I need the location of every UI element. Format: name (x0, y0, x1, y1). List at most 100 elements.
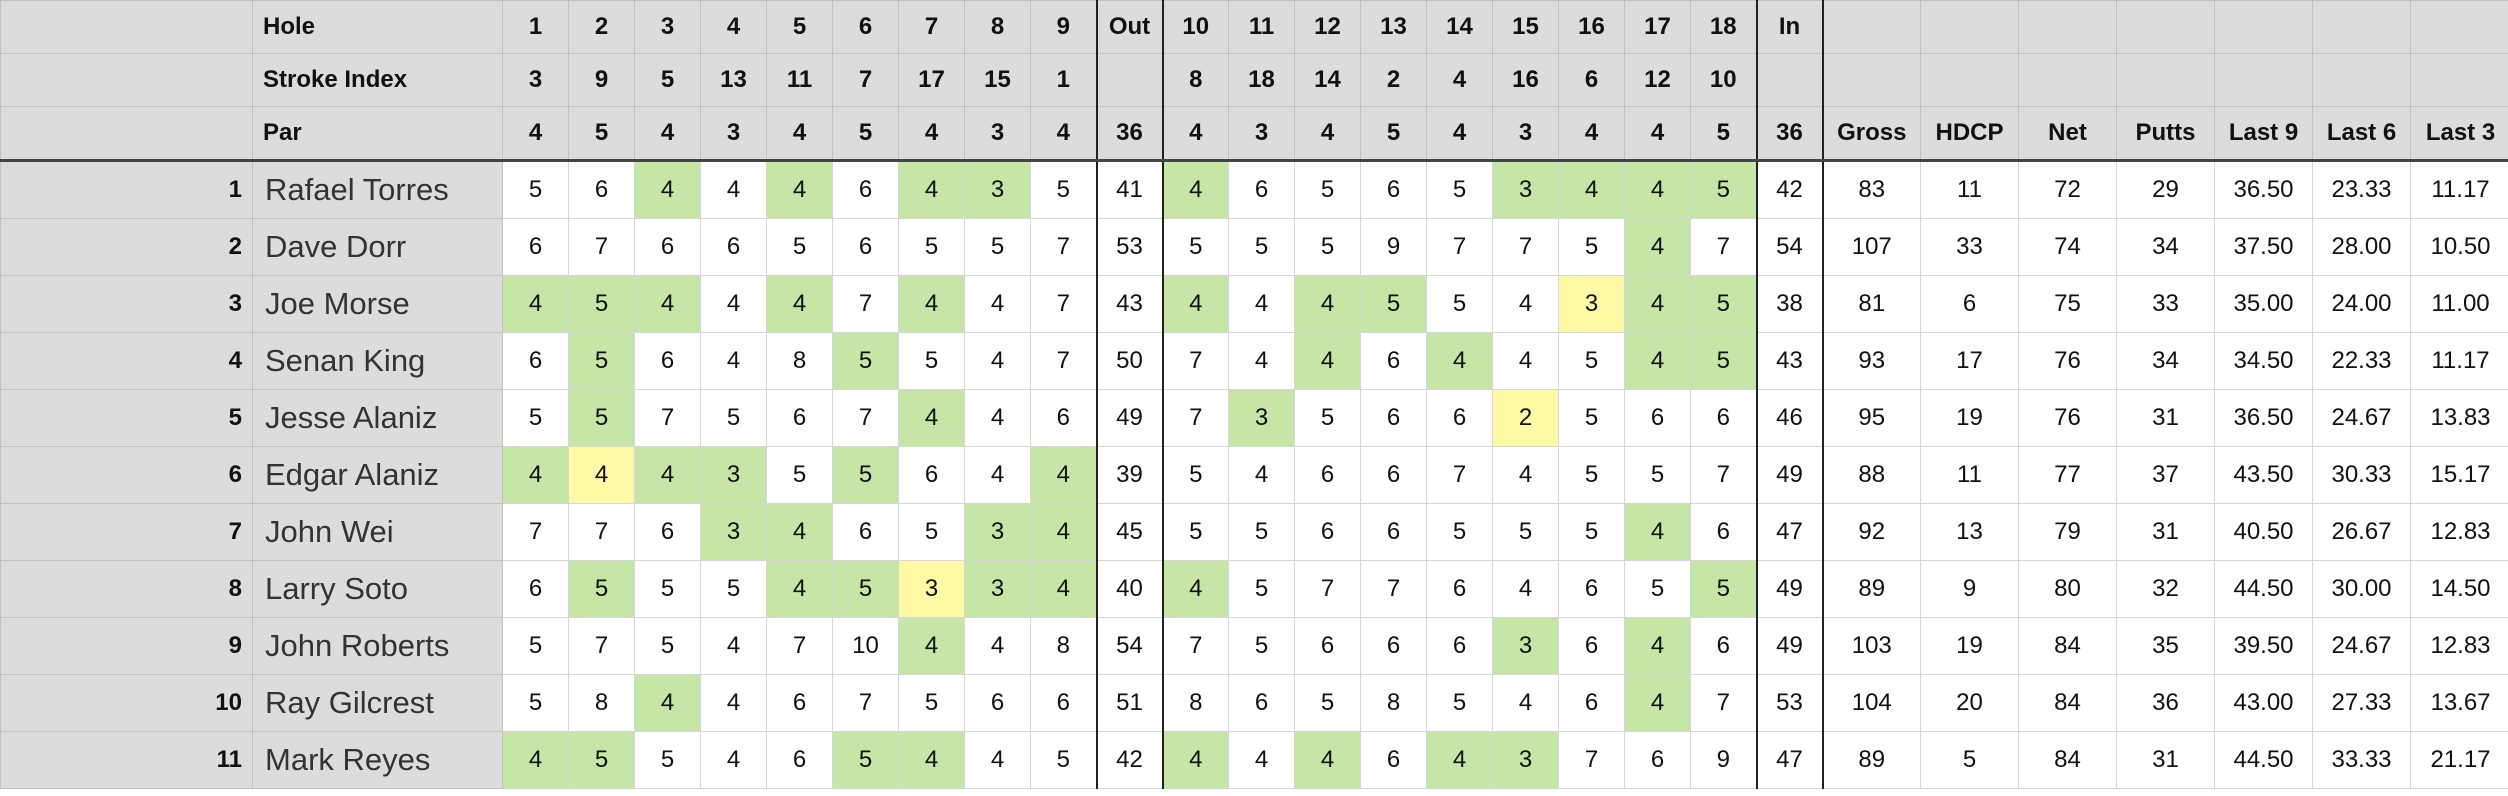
corner-cell (0, 53, 253, 107)
stat-value: 34 (2116, 332, 2215, 390)
hole-score: 5 (1228, 503, 1295, 561)
hole-score: 7 (1030, 332, 1097, 390)
table-row[interactable]: 9 John Roberts 5 7 5 4 7 10 4 4 8 54 7 5 6 6 6 3 6 4 6 49 103 1… (0, 617, 2508, 675)
hole-score: 6 (1030, 674, 1097, 732)
stroke-index-row-cell: 3 (502, 53, 569, 107)
table-row[interactable]: 1 Rafael Torres 5 6 4 4 4 6 4 3 5 41 4 6 5 6 5 3 4 4 5 42 83 11… (0, 160, 2508, 219)
stat-value: 13.67 (2410, 674, 2508, 732)
hole-score: 5 (1294, 674, 1361, 732)
hole-score: 3 (700, 446, 767, 504)
hole-score: 7 (502, 503, 569, 561)
hole-score: 5 (1228, 560, 1295, 618)
hole-score: 6 (964, 674, 1031, 732)
stat-value: 37 (2116, 446, 2215, 504)
stat-header: HDCP (1920, 106, 2019, 162)
stroke-index-row-cell: 7 (832, 53, 899, 107)
stat-header-blank (2312, 0, 2411, 54)
hole-score: 4 (964, 332, 1031, 390)
out-total: 42 (1095, 731, 1164, 789)
stroke-index-row-cell: 14 (1294, 53, 1361, 107)
par-row-cell: 4 (1426, 106, 1493, 162)
stat-value: 12.83 (2410, 503, 2508, 561)
stat-value: 43.00 (2214, 674, 2313, 732)
stroke-index-row-cell: 18 (1228, 53, 1295, 107)
par-row: Par 4 5 4 3 4 5 4 3 4 36 4 3 4 5 4 3 4 4 5 36 Gross HDCP Net Put… (0, 106, 2508, 162)
hole-score: 4 (1492, 674, 1559, 732)
in-total: 49 (1755, 560, 1824, 618)
hole-score: 3 (964, 560, 1031, 618)
hole-score: 7 (1690, 446, 1757, 504)
hole-score: 5 (1492, 503, 1559, 561)
hole-score: 3 (964, 160, 1031, 219)
hole-score: 7 (634, 389, 701, 447)
hole-score: 6 (1624, 389, 1691, 447)
hole-row-cell: 4 (700, 0, 767, 54)
hole-score: 10 (832, 617, 899, 675)
stat-header: Last 9 (2214, 106, 2313, 162)
table-row[interactable]: 5 Jesse Alaniz 5 5 7 5 6 7 4 4 6 49 7 3 5 6 6 2 5 6 6 46 95 19 7… (0, 389, 2508, 447)
hole-score: 4 (1228, 731, 1295, 789)
stat-header: Last 3 (2410, 106, 2508, 162)
hole-score: 7 (832, 674, 899, 732)
stroke-index-row-cell: 17 (898, 53, 965, 107)
player-rank: 5 (0, 389, 253, 447)
hole-score: 6 (1360, 160, 1427, 219)
stat-value: 30.33 (2312, 446, 2411, 504)
table-row[interactable]: 11 Mark Reyes 4 5 5 4 6 5 4 4 5 42 4 4 4 6 4 3 7 6 9 47 89 5 84 3… (0, 731, 2508, 789)
stat-value: 33 (1920, 218, 2019, 276)
hole-score: 4 (964, 389, 1031, 447)
stroke-index-row-cell: 1 (1030, 53, 1097, 107)
hole-score: 5 (1558, 218, 1625, 276)
player-name: Ray Gilcrest (252, 674, 503, 732)
stroke-index-row-cell: 13 (700, 53, 767, 107)
stat-value: 36.50 (2214, 160, 2313, 219)
corner-cell (0, 0, 253, 54)
stat-header-blank (2116, 53, 2215, 107)
table-row[interactable]: 7 John Wei 7 7 6 3 4 6 5 3 4 45 5 5 6 6 5 5 5 4 6 47 92 13 79 31 4… (0, 503, 2508, 561)
stat-value: 30.00 (2312, 560, 2411, 618)
player-name: Rafael Torres (252, 160, 503, 219)
table-row[interactable]: 2 Dave Dorr 6 7 6 6 5 6 5 5 7 53 5 5 5 9 7 7 5 4 7 54 107 33 74 3… (0, 218, 2508, 276)
hole-score: 4 (634, 446, 701, 504)
stat-value: 11.17 (2410, 332, 2508, 390)
stat-value: 23.33 (2312, 160, 2411, 219)
hole-score: 7 (1690, 218, 1757, 276)
stat-header: Last 6 (2312, 106, 2411, 162)
stat-value: 33 (2116, 275, 2215, 333)
hole-score: 4 (1294, 275, 1361, 333)
hole-score: 4 (1624, 160, 1691, 219)
hole-score: 7 (1030, 275, 1097, 333)
hole-row-cell: 12 (1294, 0, 1361, 54)
hole-score: 6 (832, 160, 899, 219)
hole-score: 4 (1228, 446, 1295, 504)
par-row-cell: 5 (568, 106, 635, 162)
table-row[interactable]: 4 Senan King 6 5 6 4 8 5 5 4 7 50 7 4 4 6 4 4 5 4 5 43 93 17 76 3… (0, 332, 2508, 390)
stat-header-blank (2214, 53, 2313, 107)
hole-score: 5 (898, 332, 965, 390)
hole-score: 5 (634, 560, 701, 618)
stat-value: 84 (2018, 617, 2117, 675)
par-row-cell: 4 (1294, 106, 1361, 162)
hole-score: 8 (1360, 674, 1427, 732)
hole-score: 4 (1492, 446, 1559, 504)
player-rank: 4 (0, 332, 253, 390)
table-row[interactable]: 6 Edgar Alaniz 4 4 4 3 5 5 6 4 4 39 5 4 6 6 7 4 5 5 7 49 88 11 7… (0, 446, 2508, 504)
stat-value: 10.50 (2410, 218, 2508, 276)
hole-score: 4 (1030, 560, 1097, 618)
hole-score: 7 (1162, 389, 1229, 447)
hole-score: 7 (1030, 218, 1097, 276)
stat-value: 74 (2018, 218, 2117, 276)
hole-score: 5 (766, 218, 833, 276)
hole-score: 5 (568, 332, 635, 390)
hole-score: 4 (700, 674, 767, 732)
table-row[interactable]: 10 Ray Gilcrest 5 8 4 4 6 7 5 6 6 51 8 6 5 8 5 4 6 4 7 53 104 2… (0, 674, 2508, 732)
table-row[interactable]: 3 Joe Morse 4 5 4 4 4 7 4 4 7 43 4 4 4 5 5 4 3 4 5 38 81 6 75 33 3… (0, 275, 2508, 333)
hole-score: 4 (964, 275, 1031, 333)
stat-value: 77 (2018, 446, 2117, 504)
out-total: 51 (1095, 674, 1164, 732)
hole-score: 4 (1162, 275, 1229, 333)
stroke-index-row-cell: 15 (964, 53, 1031, 107)
hole-score: 4 (964, 731, 1031, 789)
stat-value: 24.00 (2312, 275, 2411, 333)
table-row[interactable]: 8 Larry Soto 6 5 5 5 4 5 3 3 4 40 4 5 7 7 6 4 6 5 5 49 89 9 80 32… (0, 560, 2508, 618)
